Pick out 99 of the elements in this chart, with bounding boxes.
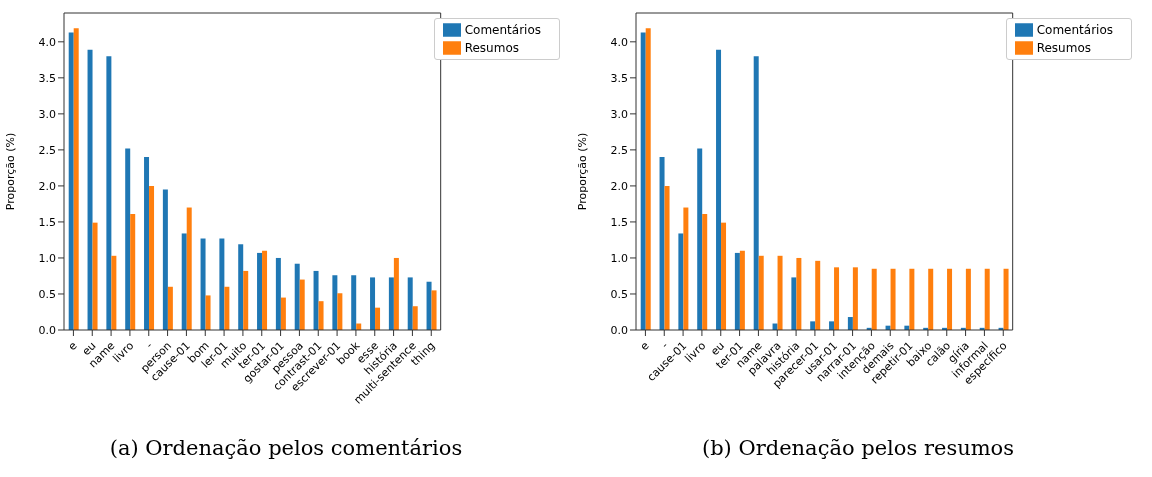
- y-tick-label: 1.5: [38, 215, 56, 229]
- bar: [871, 268, 877, 330]
- legend-label: Comentários: [1036, 22, 1113, 37]
- y-tick-label: 2.0: [610, 179, 628, 193]
- y-tick-label: 2.5: [38, 143, 56, 157]
- bar: [965, 268, 971, 330]
- y-tick-label: 1.0: [38, 251, 56, 265]
- y-tick-label: 3.0: [610, 107, 628, 121]
- bar: [834, 267, 840, 330]
- legend-label: Comentários: [464, 22, 541, 37]
- bar: [753, 56, 759, 330]
- bar: [947, 268, 953, 330]
- bar: [313, 270, 319, 330]
- bar: [200, 238, 206, 330]
- text: (b) Ordenação pelos resumos: [700, 436, 1016, 460]
- bar: [167, 286, 173, 330]
- bar: [645, 28, 651, 330]
- bar: [257, 252, 263, 330]
- y-tick-label: 0.0: [38, 323, 56, 337]
- y-tick-label: 3.5: [610, 71, 628, 85]
- bar: [224, 286, 230, 330]
- bar: [847, 317, 853, 330]
- bar: [928, 268, 934, 330]
- y-tick-label: 0.5: [610, 287, 628, 301]
- bar: [262, 250, 268, 330]
- y-tick-label: 4.0: [38, 35, 56, 49]
- y-axis-title: Proporção (%): [575, 132, 589, 211]
- y-tick-label: 2.0: [38, 179, 56, 193]
- bar: [664, 185, 670, 330]
- bar: [810, 321, 816, 330]
- bar: [758, 255, 764, 330]
- bar: [73, 28, 79, 330]
- y-tick-label: 0.5: [38, 287, 56, 301]
- bar: [777, 255, 783, 330]
- y-tick-label: 4.0: [610, 35, 628, 49]
- bar: [852, 267, 858, 330]
- bar: [721, 222, 727, 330]
- bar: [890, 268, 896, 330]
- bar: [106, 56, 112, 330]
- bar: [829, 321, 835, 330]
- bar: [815, 260, 821, 330]
- bar: [318, 301, 324, 330]
- bar: [375, 307, 381, 330]
- y-tick-label: 3.0: [38, 107, 56, 121]
- y-tick-label: 0.0: [610, 323, 628, 337]
- bar: [68, 32, 74, 330]
- bar: [984, 268, 990, 330]
- bar: [149, 185, 155, 330]
- bar: [683, 207, 689, 330]
- bar: [640, 32, 646, 330]
- legend-label: Resumos: [464, 40, 519, 55]
- bar: [299, 279, 305, 330]
- x-tick-label: -: [658, 339, 671, 352]
- y-tick-label: 1.0: [610, 251, 628, 265]
- bar: [181, 233, 187, 330]
- bar: [162, 189, 168, 330]
- bar: [87, 49, 93, 330]
- bar: [1003, 268, 1009, 330]
- x-tick-label: e: [65, 339, 80, 354]
- bar: [351, 275, 357, 330]
- bar: [702, 214, 708, 330]
- bar: [412, 306, 418, 330]
- bar: [92, 222, 98, 330]
- bar: [796, 257, 802, 330]
- bar: [275, 257, 281, 330]
- bar: [219, 238, 225, 330]
- bar: [130, 214, 136, 330]
- bar: [238, 244, 244, 330]
- bar: [697, 148, 703, 330]
- bar: [294, 263, 300, 330]
- bar: [388, 277, 394, 330]
- bar: [370, 277, 376, 330]
- y-axis-title: Proporção (%): [3, 132, 17, 211]
- x-tick-label: e: [637, 339, 652, 354]
- bar: [186, 207, 192, 330]
- bar: [125, 148, 131, 330]
- bar: [243, 270, 249, 330]
- legend-label: Resumos: [1036, 40, 1091, 55]
- bar: [659, 157, 665, 330]
- y-tick-label: 1.5: [610, 215, 628, 229]
- bar: [144, 157, 150, 330]
- y-tick-label: 3.5: [38, 71, 56, 85]
- bar: [205, 295, 211, 330]
- text: (a) Ordenação pelos comentários: [108, 436, 464, 460]
- bar: [332, 275, 338, 330]
- bar: [678, 233, 684, 330]
- bar: [280, 297, 286, 330]
- bar: [111, 255, 117, 330]
- bar: [426, 281, 432, 330]
- bar: [716, 49, 722, 330]
- bar: [909, 268, 915, 330]
- y-tick-label: 2.5: [610, 143, 628, 157]
- bar: [734, 252, 740, 330]
- bar: [791, 277, 797, 330]
- bar: [337, 293, 343, 330]
- bar: [407, 277, 413, 330]
- bar: [739, 250, 745, 330]
- bar: [393, 257, 399, 330]
- bar: [431, 290, 437, 330]
